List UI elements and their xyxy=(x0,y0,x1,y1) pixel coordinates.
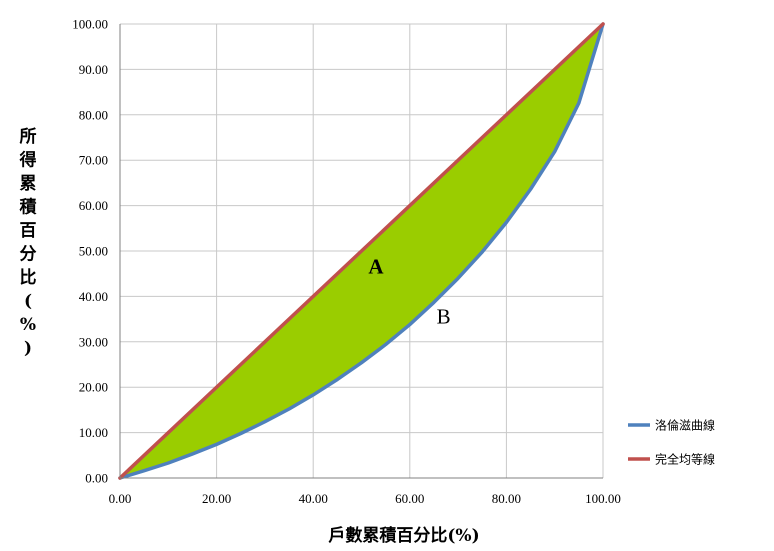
x-tick-label-1: 20.00 xyxy=(202,491,231,506)
x-tick-label-2: 40.00 xyxy=(299,491,328,506)
plot-frame xyxy=(119,24,603,479)
series-line-0 xyxy=(118,22,605,480)
y-axis-title-char-7: ( xyxy=(24,292,32,312)
y-tick-label-9: 90.00 xyxy=(79,62,108,77)
y-axis-title-char-5: 分 xyxy=(20,245,37,265)
annotation-A: A xyxy=(368,255,384,279)
series-layer xyxy=(118,22,605,480)
x-tick-label-4: 80.00 xyxy=(492,491,521,506)
y-tick-label-0: 0.00 xyxy=(85,471,108,486)
y-axis-title-char-1: 得 xyxy=(19,150,37,171)
y-tick-label-4: 40.00 xyxy=(79,289,108,304)
y-axis-title-char-8: % xyxy=(20,315,36,335)
legend-label-0: 洛倫滋曲線 xyxy=(655,418,715,433)
annotation-B: B xyxy=(437,305,451,329)
x-tick-label-3: 60.00 xyxy=(395,491,424,506)
y-tick-label-10: 100.00 xyxy=(72,17,108,32)
y-tick-label-6: 60.00 xyxy=(79,198,108,213)
y-tick-label-5: 50.00 xyxy=(79,244,108,259)
y-tick-label-7: 70.00 xyxy=(79,153,108,168)
y-tick-label-1: 10.00 xyxy=(79,425,108,440)
x-tick-label-0: 0.00 xyxy=(109,491,132,506)
y-tick-label-3: 30.00 xyxy=(79,334,108,349)
x-tick-label-5: 100.00 xyxy=(585,491,621,506)
y-axis-title-char-6: 比 xyxy=(20,267,37,288)
y-axis-title-char-4: 百 xyxy=(20,221,37,241)
y-axis-title-char-2: 累 xyxy=(20,174,37,194)
annotations: AB xyxy=(368,255,450,329)
y-axis-title-char-9: ) xyxy=(24,339,32,359)
series-line-1 xyxy=(118,22,605,480)
y-tick-label-8: 80.00 xyxy=(79,107,108,122)
legend-label-1: 完全均等線 xyxy=(655,452,715,467)
y-tick-labels: 0.00 10.00 20.00 30.00 40.00 50.00 60.00 70.00 8… xyxy=(72,17,108,486)
y-axis-title-char-0: 所 xyxy=(20,127,37,147)
y-tick-label-2: 20.00 xyxy=(79,380,108,395)
y-axis-title-char-3: 積 xyxy=(20,197,38,218)
x-axis-title: 戶數累積百分比(%) xyxy=(328,525,479,546)
x-tick-labels: 0.00 20.00 40.00 60.00 80.00 100.00 xyxy=(109,491,621,506)
